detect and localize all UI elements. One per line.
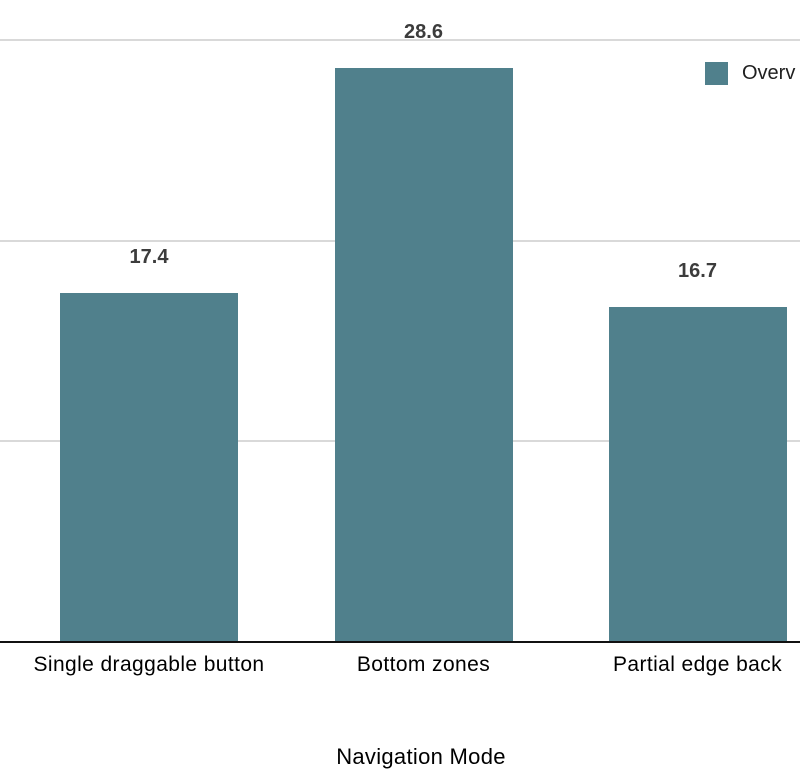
bar-0[interactable] — [60, 292, 238, 642]
category-label: Single draggable button — [33, 653, 265, 676]
bar-1[interactable] — [334, 68, 513, 642]
bar-value-label: 16.7 — [678, 259, 717, 282]
bar-value-label: 17.4 — [129, 245, 169, 268]
category-label: Partial edge back — [612, 653, 783, 676]
legend-series-label: Overv — [742, 62, 796, 84]
category-label: Bottom zones — [356, 653, 491, 676]
x-axis-title: Navigation Mode — [336, 744, 506, 769]
gridline — [0, 39, 800, 41]
legend: Overv — [705, 62, 795, 85]
x-axis-line — [0, 641, 800, 643]
bar-value-label: 28.6 — [404, 21, 443, 44]
legend-swatch-icon — [705, 62, 728, 85]
bar-2[interactable] — [608, 306, 787, 642]
